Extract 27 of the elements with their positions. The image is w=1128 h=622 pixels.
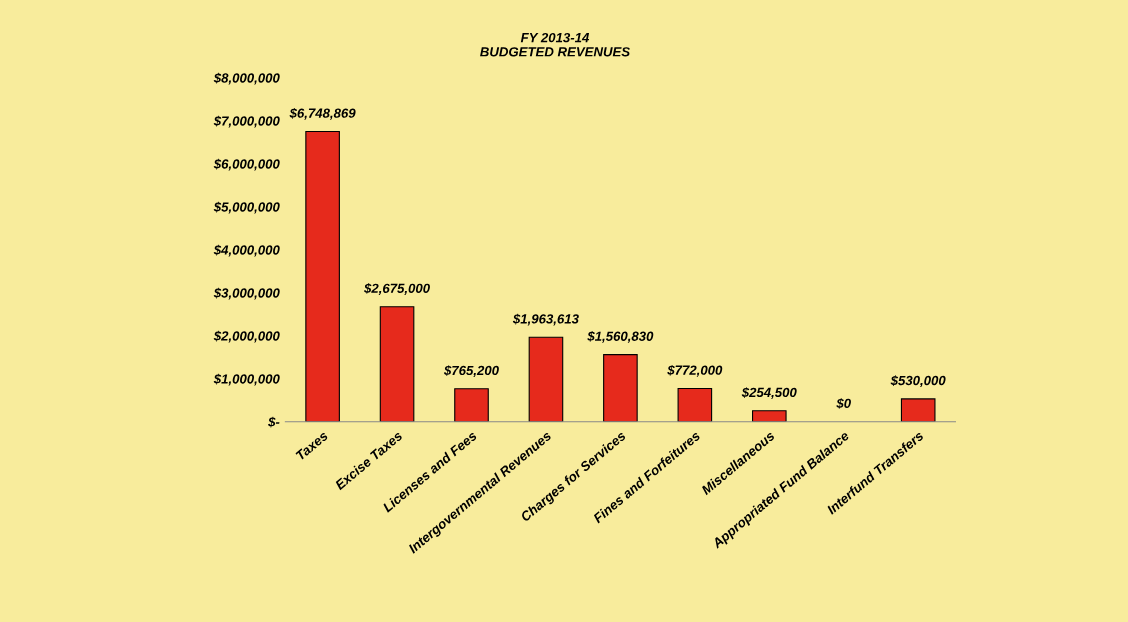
bar: [379, 306, 415, 422]
y-tick-label: $8,000,000: [213, 72, 280, 85]
data-label: $765,200: [443, 365, 499, 378]
data-label: $254,500: [741, 387, 797, 399]
chart-title: FY 2013-14 BUDGETED REVENUES: [480, 32, 630, 57]
bar: [454, 388, 489, 422]
bar: [751, 410, 787, 422]
data-label: $6,748,869: [289, 107, 356, 120]
data-label: $0: [836, 398, 851, 409]
y-tick-label: $6,000,000: [213, 158, 280, 171]
bar: [900, 398, 936, 422]
data-label: $530,000: [890, 375, 946, 388]
y-tick-label: $7,000,000: [213, 115, 280, 128]
y-tick-label: $4,000,000: [213, 244, 280, 257]
y-tick-label: $5,000,000: [213, 201, 280, 214]
bar: [305, 130, 340, 422]
y-tick-label: $2,000,000: [213, 330, 280, 343]
bar: [603, 354, 638, 422]
data-label: $772,000: [667, 364, 723, 377]
data-label: $1,963,613: [512, 313, 579, 326]
data-label: $2,675,000: [363, 283, 430, 295]
y-tick-label: $3,000,000: [213, 287, 280, 300]
y-tick-label: $1,000,000: [213, 373, 280, 386]
y-tick-label: $-: [268, 416, 280, 428]
bar: [677, 387, 713, 422]
bar: [528, 336, 564, 422]
data-label: $1,560,830: [587, 330, 654, 343]
